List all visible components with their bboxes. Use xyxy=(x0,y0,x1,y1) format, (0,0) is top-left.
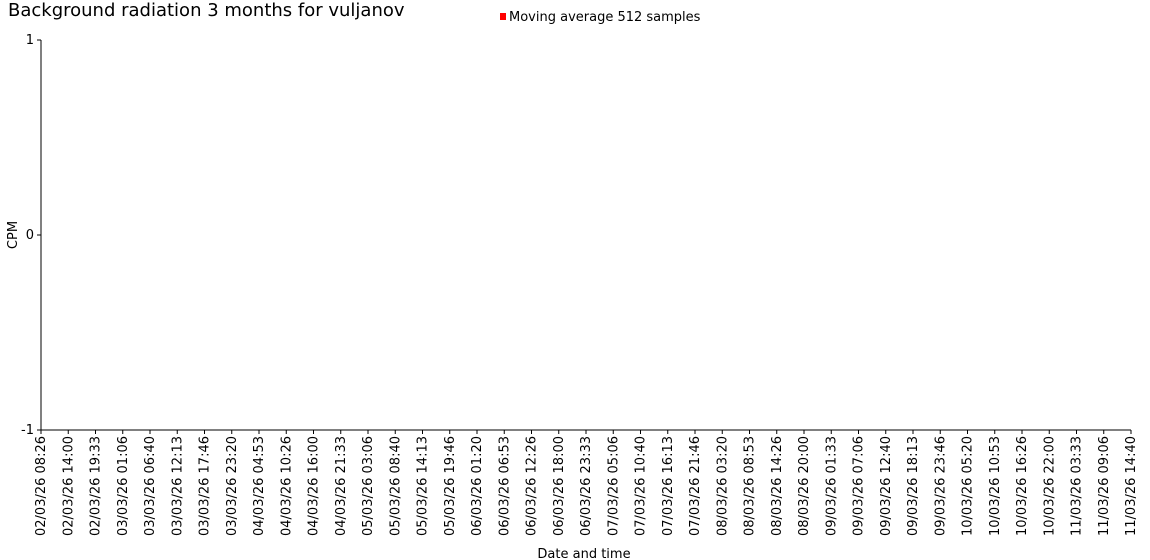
x-axis-label: Date and time xyxy=(537,547,630,560)
x-tick-label: 08/03/26 20:00 xyxy=(797,436,812,536)
legend: Moving average 512 samples xyxy=(500,10,701,25)
x-tick-label: 07/03/26 16:13 xyxy=(661,436,676,536)
x-tick-label: 06/03/26 12:26 xyxy=(525,436,540,536)
x-tick-label: 11/03/26 09:06 xyxy=(1097,436,1112,536)
x-tick-label: 06/03/26 23:33 xyxy=(579,436,594,536)
x-tick-label: 04/03/26 16:00 xyxy=(307,436,322,536)
x-tick-label: 02/03/26 19:33 xyxy=(89,436,104,536)
x-tick-label: 09/03/26 23:46 xyxy=(933,436,948,536)
y-tick-label: -1 xyxy=(21,423,34,438)
x-tick-label: 05/03/26 03:06 xyxy=(361,436,376,536)
x-tick-label: 10/03/26 22:00 xyxy=(1042,436,1057,536)
y-tick-label: 1 xyxy=(26,33,34,48)
x-ticks: 02/03/26 08:26 02/03/26 14:00 02/03/26 19:… xyxy=(34,430,1139,536)
legend-label: Moving average 512 samples xyxy=(509,10,701,25)
y-axis-label: CPM xyxy=(6,221,21,249)
x-tick-label: 09/03/26 18:13 xyxy=(906,436,921,536)
x-tick-label: 11/03/26 03:33 xyxy=(1070,436,1085,536)
x-tick-label: 02/03/26 14:00 xyxy=(61,436,76,536)
x-tick-label: 05/03/26 14:13 xyxy=(416,436,431,536)
x-tick-label: 03/03/26 17:46 xyxy=(198,436,213,536)
x-tick-label: 03/03/26 01:06 xyxy=(116,436,131,536)
x-tick-label: 08/03/26 08:53 xyxy=(743,436,758,536)
x-tick-label: 02/03/26 08:26 xyxy=(34,436,49,536)
x-tick-label: 03/03/26 23:20 xyxy=(225,436,240,536)
x-tick-label: 09/03/26 07:06 xyxy=(852,436,867,536)
x-tick-label: 08/03/26 03:20 xyxy=(715,436,730,536)
x-tick-label: 06/03/26 18:00 xyxy=(552,436,567,536)
x-tick-label: 06/03/26 06:53 xyxy=(497,436,512,536)
y-ticks: 1 0 -1 xyxy=(21,33,41,438)
x-tick-label: 09/03/26 01:33 xyxy=(824,436,839,536)
y-tick-label: 0 xyxy=(26,228,34,243)
chart-title: Background radiation 3 months for vuljan… xyxy=(8,0,405,21)
x-tick-label: 04/03/26 21:33 xyxy=(334,436,349,536)
x-tick-label: 04/03/26 04:53 xyxy=(252,436,267,536)
x-tick-label: 10/03/26 16:26 xyxy=(1015,436,1030,536)
x-tick-label: 06/03/26 01:20 xyxy=(470,436,485,536)
x-tick-label: 04/03/26 10:26 xyxy=(279,436,294,536)
x-tick-label: 07/03/26 10:40 xyxy=(634,436,649,536)
x-tick-label: 11/03/26 14:40 xyxy=(1124,436,1139,536)
x-tick-label: 05/03/26 08:40 xyxy=(388,436,403,536)
x-tick-label: 03/03/26 12:13 xyxy=(170,436,185,536)
legend-swatch xyxy=(500,13,506,20)
x-tick-label: 08/03/26 14:26 xyxy=(770,436,785,536)
x-tick-label: 03/03/26 06:40 xyxy=(143,436,158,536)
x-tick-label: 09/03/26 12:40 xyxy=(879,436,894,536)
x-tick-label: 05/03/26 19:46 xyxy=(443,436,458,536)
x-tick-label: 10/03/26 10:53 xyxy=(988,436,1003,536)
x-tick-label: 10/03/26 05:20 xyxy=(961,436,976,536)
x-tick-label: 07/03/26 21:46 xyxy=(688,436,703,536)
x-tick-label: 07/03/26 05:06 xyxy=(606,436,621,536)
